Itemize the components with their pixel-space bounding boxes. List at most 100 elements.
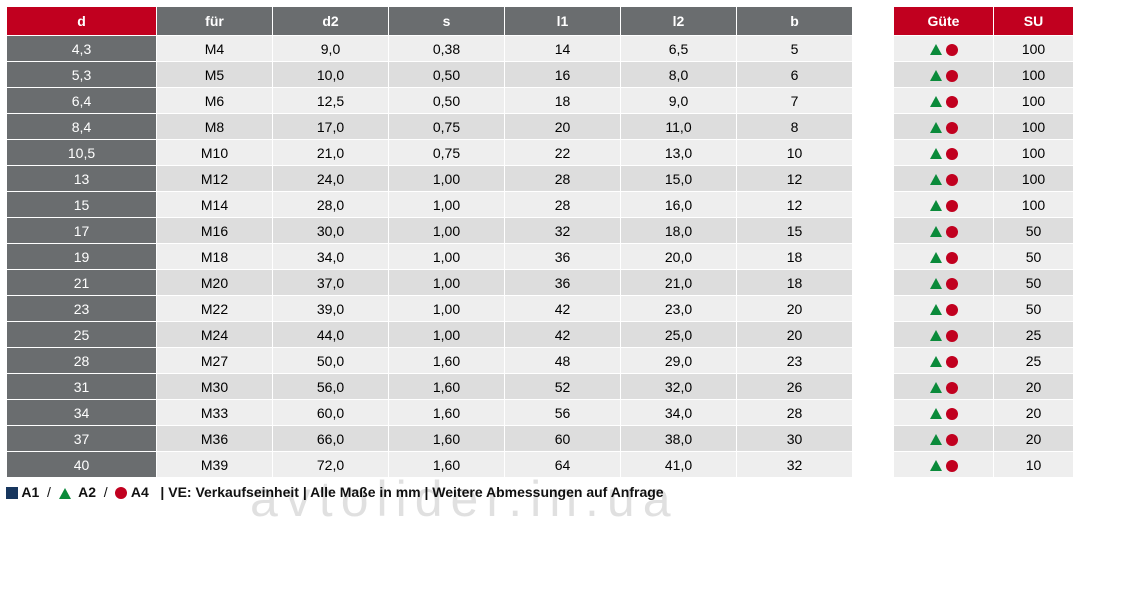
- cell: M36: [157, 426, 273, 452]
- cell: 1,00: [389, 270, 505, 296]
- cell: 36: [505, 270, 621, 296]
- cell: 30: [737, 426, 853, 452]
- table-row: 100: [894, 36, 1074, 62]
- cell: 15: [7, 192, 157, 218]
- su-cell: 20: [994, 374, 1074, 400]
- triangle-icon: [930, 252, 942, 263]
- table-row: 19M1834,01,003620,018: [7, 244, 853, 270]
- square-icon: [6, 487, 18, 499]
- su-cell: 100: [994, 62, 1074, 88]
- table-row: 20: [894, 426, 1074, 452]
- cell: 9,0: [621, 88, 737, 114]
- cell: 42: [505, 322, 621, 348]
- cell: 4,3: [7, 36, 157, 62]
- cell: 37,0: [273, 270, 389, 296]
- table-row: 10: [894, 452, 1074, 478]
- cell: 41,0: [621, 452, 737, 478]
- table-row: 31M3056,01,605232,026: [7, 374, 853, 400]
- cell: 23: [7, 296, 157, 322]
- triangle-icon: [59, 488, 71, 499]
- su-cell: 100: [994, 88, 1074, 114]
- table-row: 20: [894, 374, 1074, 400]
- cell: 1,60: [389, 426, 505, 452]
- circle-icon: [946, 434, 958, 446]
- cell: 29,0: [621, 348, 737, 374]
- table-row: 100: [894, 140, 1074, 166]
- cell: 7: [737, 88, 853, 114]
- cell: 32: [737, 452, 853, 478]
- table-row: 100: [894, 166, 1074, 192]
- cell: 20: [737, 296, 853, 322]
- table-row: 100: [894, 192, 1074, 218]
- cell: 1,60: [389, 452, 505, 478]
- cell: M30: [157, 374, 273, 400]
- cell: 6: [737, 62, 853, 88]
- cell: 0,50: [389, 62, 505, 88]
- table-row: 15M1428,01,002816,012: [7, 192, 853, 218]
- main-header-für: für: [157, 7, 273, 36]
- cell: 28: [505, 166, 621, 192]
- cell: 52: [505, 374, 621, 400]
- cell: 10: [737, 140, 853, 166]
- cell: 13,0: [621, 140, 737, 166]
- cell: 60: [505, 426, 621, 452]
- cell: 20: [737, 322, 853, 348]
- guete-cell: [894, 192, 994, 218]
- cell: 23: [737, 348, 853, 374]
- table-row: 37M3666,01,606038,030: [7, 426, 853, 452]
- circle-icon: [946, 356, 958, 368]
- cell: 26: [737, 374, 853, 400]
- cell: 8,0: [621, 62, 737, 88]
- cell: 28: [7, 348, 157, 374]
- su-cell: 25: [994, 322, 1074, 348]
- cell: 1,60: [389, 348, 505, 374]
- circle-icon: [946, 70, 958, 82]
- cell: 56,0: [273, 374, 389, 400]
- cell: 39,0: [273, 296, 389, 322]
- cell: 72,0: [273, 452, 389, 478]
- main-dimensions-table: dfürd2sl1l2b 4,3M49,00,38146,555,3M510,0…: [6, 6, 853, 478]
- table-row: 28M2750,01,604829,023: [7, 348, 853, 374]
- guete-cell: [894, 166, 994, 192]
- su-cell: 100: [994, 140, 1074, 166]
- table-row: 20: [894, 400, 1074, 426]
- cell: 34,0: [621, 400, 737, 426]
- su-cell: 100: [994, 36, 1074, 62]
- cell: 18: [737, 244, 853, 270]
- side-header-Güte: Güte: [894, 7, 994, 36]
- circle-icon: [946, 382, 958, 394]
- cell: 5,3: [7, 62, 157, 88]
- cell: 60,0: [273, 400, 389, 426]
- su-cell: 50: [994, 270, 1074, 296]
- cell: 15,0: [621, 166, 737, 192]
- cell: 50,0: [273, 348, 389, 374]
- table-row: 8,4M817,00,752011,08: [7, 114, 853, 140]
- circle-icon: [946, 148, 958, 160]
- table-row: 5,3M510,00,50168,06: [7, 62, 853, 88]
- cell: 28: [737, 400, 853, 426]
- side-header-SU: SU: [994, 7, 1074, 36]
- cell: 18: [737, 270, 853, 296]
- cell: 28: [505, 192, 621, 218]
- cell: 12: [737, 166, 853, 192]
- cell: 34: [7, 400, 157, 426]
- circle-icon: [946, 460, 958, 472]
- guete-cell: [894, 322, 994, 348]
- cell: 9,0: [273, 36, 389, 62]
- table-row: 50: [894, 244, 1074, 270]
- cell: 1,60: [389, 374, 505, 400]
- triangle-icon: [930, 408, 942, 419]
- triangle-icon: [930, 434, 942, 445]
- main-header-d2: d2: [273, 7, 389, 36]
- guete-cell: [894, 62, 994, 88]
- cell: 24,0: [273, 166, 389, 192]
- cell: 40: [7, 452, 157, 478]
- cell: 16,0: [621, 192, 737, 218]
- guete-cell: [894, 114, 994, 140]
- legend-a1: A1: [21, 484, 39, 500]
- cell: M33: [157, 400, 273, 426]
- su-cell: 20: [994, 400, 1074, 426]
- cell: 11,0: [621, 114, 737, 140]
- cell: 42: [505, 296, 621, 322]
- triangle-icon: [930, 356, 942, 367]
